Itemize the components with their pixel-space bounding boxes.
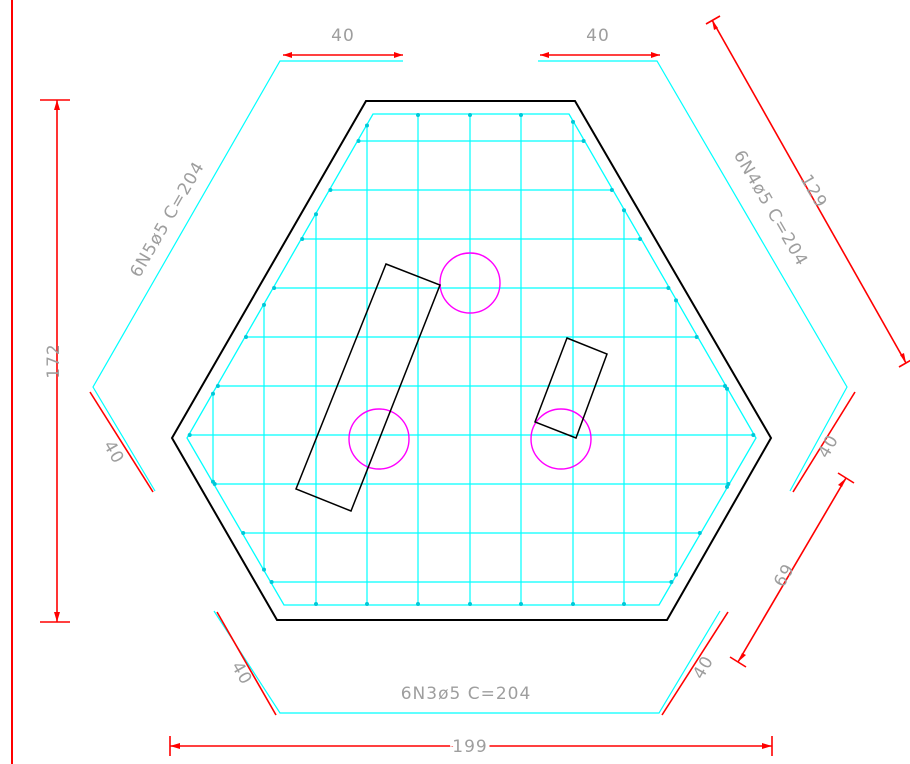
rebar-dot bbox=[622, 208, 626, 213]
rebar-dot bbox=[581, 139, 586, 143]
rebar-dot bbox=[622, 602, 626, 606]
rebar-dot bbox=[571, 119, 575, 124]
rebar-dot bbox=[519, 602, 523, 606]
hole-top bbox=[439, 252, 501, 314]
rebar-dot bbox=[674, 572, 678, 577]
hole-left bbox=[348, 408, 410, 470]
rebar-dot bbox=[314, 212, 318, 217]
rebar-dot bbox=[356, 139, 361, 143]
rebar-dot bbox=[272, 286, 277, 290]
rebar-dot bbox=[187, 433, 192, 437]
rebar-dot bbox=[609, 188, 614, 192]
rebar-dot bbox=[468, 602, 472, 606]
rebar-dot bbox=[723, 384, 727, 388]
rebar-dot bbox=[314, 602, 318, 606]
rebar-dot bbox=[365, 602, 369, 606]
rect-element-left bbox=[295, 263, 441, 512]
rebar-dot bbox=[697, 531, 702, 535]
rebar-dots bbox=[187, 113, 756, 606]
rebar-dot bbox=[300, 237, 305, 241]
rebar-grid bbox=[188, 114, 755, 605]
dim-label-top-right: 40 bbox=[586, 26, 610, 46]
rebar-dot bbox=[211, 391, 215, 396]
rebar-dot bbox=[241, 531, 246, 535]
rebar-dot bbox=[468, 113, 472, 117]
dim-label-199: 199 bbox=[452, 737, 487, 757]
rebar-dot bbox=[571, 602, 575, 606]
rebar-dot bbox=[328, 188, 333, 192]
outer-bar-red-markers bbox=[89, 54, 856, 716]
outer-bent-bars bbox=[92, 60, 848, 714]
hexagon-outline bbox=[170, 100, 773, 621]
rebar-dot bbox=[674, 298, 678, 303]
rebar-dot bbox=[416, 602, 420, 606]
rebar-dot bbox=[262, 567, 266, 572]
rebar-inner-hexagon bbox=[186, 113, 757, 606]
rebar-dot bbox=[694, 335, 699, 339]
rebar-dot bbox=[262, 302, 266, 307]
rebar-dot bbox=[211, 479, 215, 484]
rebar-dot bbox=[751, 433, 756, 437]
rebar-dot bbox=[244, 335, 248, 339]
rebar-dot bbox=[365, 123, 369, 128]
rebar-dot bbox=[416, 113, 420, 117]
rebar-dot bbox=[269, 580, 274, 584]
hole-right bbox=[530, 408, 592, 470]
rebar-dot bbox=[666, 286, 671, 290]
rebar-dot bbox=[215, 384, 220, 388]
rebar-dot bbox=[725, 484, 729, 489]
rebar-dot bbox=[725, 386, 729, 391]
rebar-dot bbox=[519, 113, 523, 117]
rect-element-right bbox=[534, 337, 608, 439]
rebar-dot bbox=[669, 580, 674, 584]
dim-label-top-left: 40 bbox=[331, 26, 355, 46]
rebar-dot bbox=[638, 237, 643, 241]
dim-label-height: 172 bbox=[44, 343, 64, 378]
holes bbox=[348, 252, 592, 470]
dim-height-line bbox=[40, 99, 70, 623]
bar-label-n3: 6N3ø5 C=204 bbox=[401, 684, 532, 704]
